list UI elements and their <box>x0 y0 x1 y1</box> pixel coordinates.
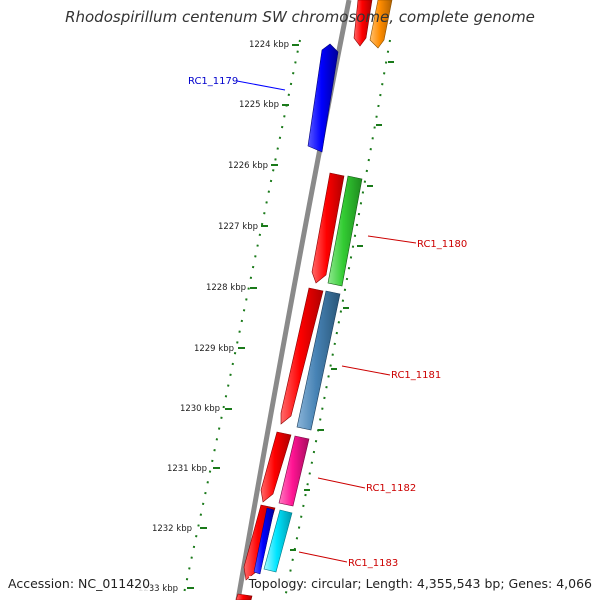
scale-arc-right <box>284 39 391 599</box>
gene-feature-rc1-1182[interactable] <box>278 435 310 507</box>
gene-feature-rc1-1179[interactable] <box>307 43 339 153</box>
scale-label: 1224 kbp <box>249 40 289 50</box>
gene-label-rc1-1181[interactable]: RC1_1181 <box>391 370 441 381</box>
gene-feature-red[interactable] <box>280 287 324 425</box>
scale-label: 1229 kbp <box>194 344 234 354</box>
accession-text: Accession: NC_011420 <box>8 576 151 591</box>
gene-label-rc1-1180[interactable]: RC1_1180 <box>417 239 467 250</box>
scale-arc <box>182 39 301 599</box>
scale-label: 1233 kbp <box>138 584 178 594</box>
scale-label: 1228 kbp <box>206 283 246 293</box>
scale-label: 1231 kbp <box>167 464 207 474</box>
scale-label: 1226 kbp <box>228 161 268 171</box>
gene-feature-rc1-1180[interactable] <box>327 175 363 287</box>
gene-feature-red[interactable] <box>235 593 253 600</box>
scale-label: 1230 kbp <box>180 404 220 414</box>
gene-feature-red[interactable] <box>260 431 292 503</box>
scale-ticks <box>187 44 394 589</box>
scale-label: 1227 kbp <box>218 222 258 232</box>
gene-feature-rc1-1183[interactable] <box>263 509 293 573</box>
topology-text: Topology: circular; Length: 4,355,543 bp… <box>248 576 592 591</box>
gene-feature-rc1-1183-blue[interactable] <box>253 507 275 575</box>
gene-feature-red[interactable] <box>311 172 345 284</box>
gene-feature-rc1-1181[interactable] <box>296 290 341 431</box>
gene-feature-orange[interactable] <box>369 0 393 49</box>
gene-label-rc1-1183[interactable]: RC1_1183 <box>348 558 398 569</box>
map-title: Rhodospirillum centenum SW chromosome, c… <box>65 8 535 26</box>
gene-label-rc1-1179[interactable]: RC1_1179 <box>188 76 238 87</box>
label-leaders <box>236 80 417 563</box>
gene-label-rc1-1182[interactable]: RC1_1182 <box>366 483 416 494</box>
gene-feature-red[interactable] <box>353 0 373 47</box>
scale-label: 1225 kbp <box>239 100 279 110</box>
scale-label: 1232 kbp <box>152 524 192 534</box>
